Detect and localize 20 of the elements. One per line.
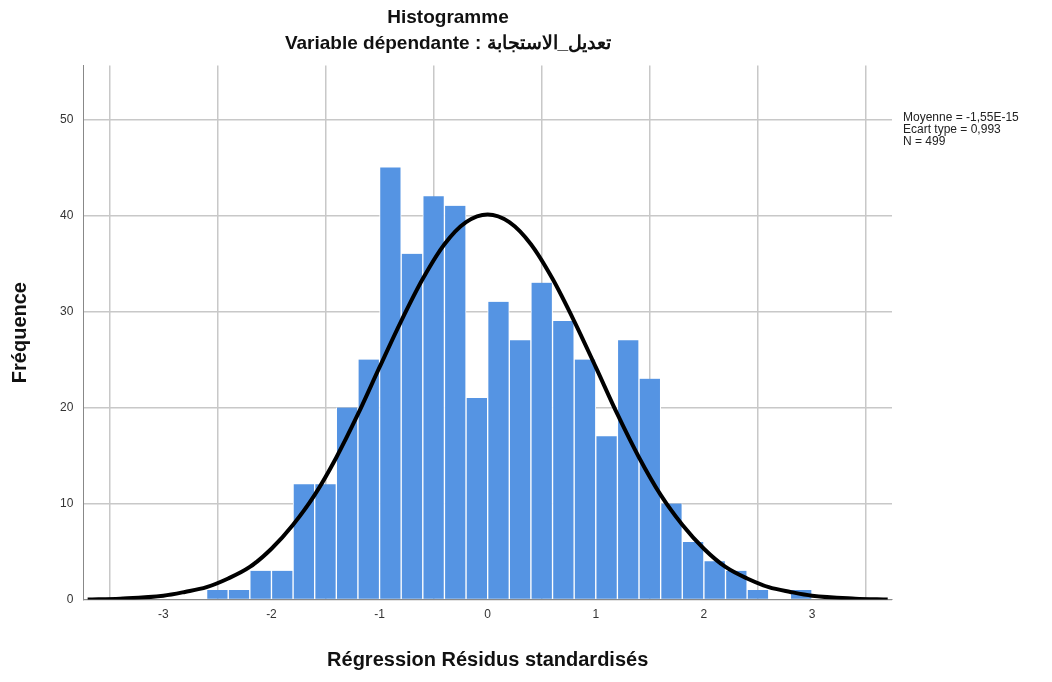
y-tick-label: 0 — [66, 591, 74, 606]
y-tick-label: 20 — [59, 399, 74, 414]
x-tick-label: -3 — [158, 607, 170, 622]
text: Ecart type = 0,993 — [903, 122, 1002, 137]
text: Moyenne = -1,55E-15 — [903, 110, 1020, 125]
x-tick-label: -2 — [266, 607, 278, 622]
y-tick-label: 40 — [59, 207, 74, 222]
x-tick-label: 3 — [808, 607, 816, 622]
y-tick-label: 30 — [59, 303, 74, 318]
chart-title: Histogramme — [387, 5, 509, 27]
x-axis-title: Régression Résidus standardisés — [327, 647, 649, 670]
y-tick-label: 50 — [59, 111, 74, 126]
x-tick-label: 2 — [700, 607, 708, 622]
x-tick-label: 1 — [592, 607, 600, 622]
x-tick-label: 0 — [484, 607, 492, 622]
x-tick-label: -1 — [374, 607, 386, 622]
chart-subtitle: Variable dépendante : تعديل_الاستجابة — [284, 32, 612, 54]
y-axis-title: Fréquence — [7, 282, 30, 384]
y-tick-label: 10 — [59, 495, 74, 510]
text: N = 499 — [903, 134, 946, 149]
